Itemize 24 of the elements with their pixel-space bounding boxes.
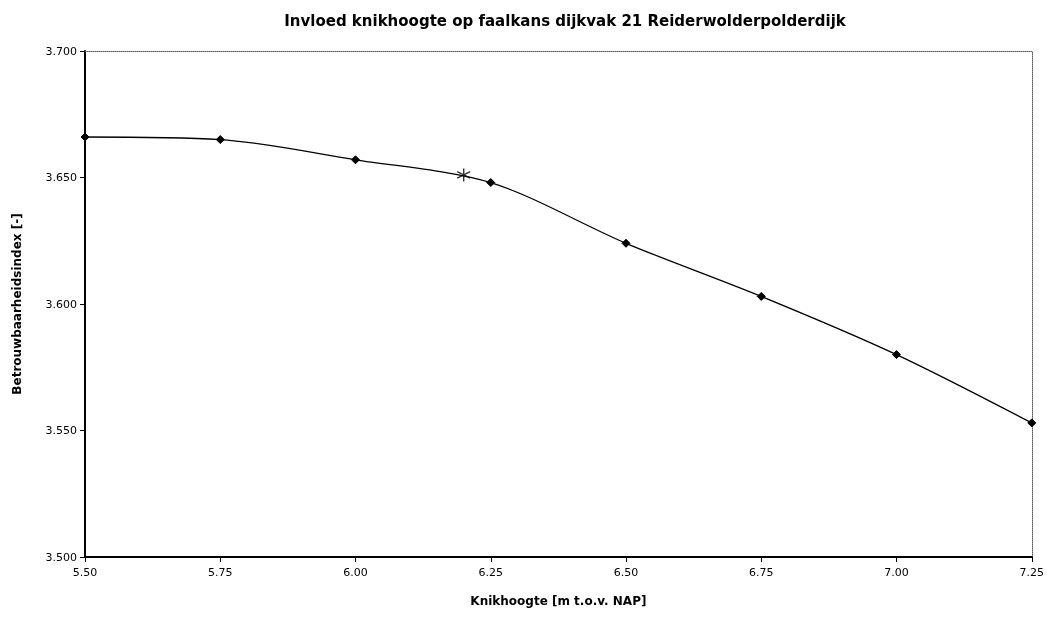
x-tick-label: 6.50: [613, 566, 639, 579]
y-tick-label: 3.600: [45, 297, 77, 311]
y-tick-label: 3.650: [45, 171, 77, 184]
y-tick-label: 3.550: [45, 424, 77, 437]
x-tick-label: 5.75: [208, 566, 233, 579]
y-tick-label: 3.700: [45, 44, 77, 58]
x-tick-label: 5.50: [72, 566, 98, 579]
point: [486, 178, 496, 188]
chart-title: Invloed knikhoogte op faalkans dijkvak 21 Reiderwolderpolderdijk: [284, 11, 847, 30]
x-tick-label: 7.00: [884, 566, 909, 579]
x-tick-label: 6.75: [749, 566, 774, 579]
point: [892, 350, 901, 360]
y-axis-title: Betrouwbaarheidsindex [-]: [10, 213, 24, 395]
point: [756, 291, 766, 301]
point: [1027, 418, 1037, 428]
x-tick-label: 7.25: [1019, 566, 1044, 579]
x-tick-label: 6.00: [343, 566, 368, 579]
x-axis-title: Knikhoogte [m t.o.v. NAP]: [470, 594, 647, 608]
x-tick-label: 6.25: [478, 566, 503, 579]
point: [215, 135, 225, 145]
point: [351, 155, 360, 165]
point: [456, 167, 471, 183]
point: [621, 238, 631, 248]
y-tick-label: 3.500: [45, 550, 77, 564]
